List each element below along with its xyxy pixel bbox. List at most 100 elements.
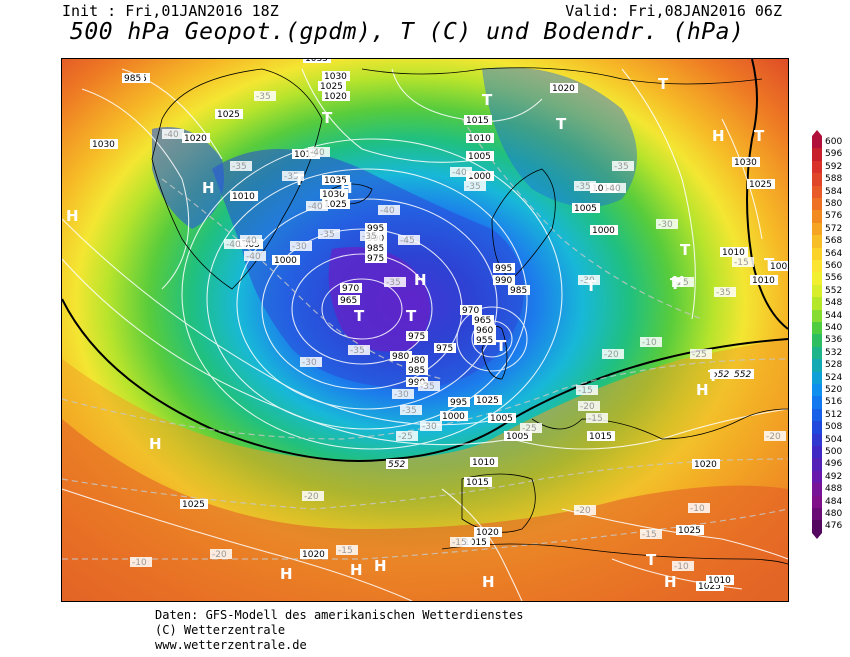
- isotherm-value-label: -10: [130, 557, 152, 568]
- legend-level-label: 580: [825, 199, 843, 209]
- legend-color-swatch: [812, 284, 822, 298]
- website: www.wetterzentrale.de: [155, 638, 307, 652]
- isobar-label-background: [365, 243, 387, 253]
- contour-label-background: [732, 369, 754, 379]
- isobar-label-text: 970: [462, 306, 479, 316]
- isobar-label-background: [322, 71, 350, 81]
- legend-level-label: 524: [825, 372, 843, 383]
- isobar-value-label: 1005: [768, 261, 788, 272]
- isobar-label-background: [768, 261, 788, 271]
- isobar-label-text: 1015: [294, 150, 317, 160]
- isotherm-label-text: -40: [380, 206, 395, 216]
- isobar-value-label: 1015: [292, 149, 320, 160]
- isotherm-label-text: -10: [642, 338, 657, 348]
- isobar-group: [62, 68, 788, 601]
- legend-color-swatch: [812, 371, 822, 384]
- isotherm-label-text: -15: [734, 258, 749, 268]
- isotherm-label-text: -35: [350, 346, 365, 356]
- isotherm-label-text: -40: [226, 240, 241, 250]
- isobar-label-background: [406, 331, 428, 341]
- isobar-value-label: 1005: [572, 203, 600, 214]
- isobar-label-text: 1025: [320, 82, 343, 92]
- isotherm-label-background: [732, 257, 754, 267]
- isobar-label-background: [676, 525, 704, 535]
- isobar-label-text: 1000: [468, 172, 491, 182]
- legend-color-swatch: [812, 334, 822, 347]
- map-title: 500 hPa Geopot.(gpdm), T (C) und Bodendr…: [70, 19, 745, 45]
- isobar-label-background: [747, 179, 775, 189]
- isobar-label-background: [590, 225, 618, 235]
- isotherm-label-text: -35: [232, 162, 247, 172]
- isotherm-value-label: -20: [578, 401, 600, 412]
- isotherm-label-text: -15: [588, 414, 603, 424]
- isotherm-label-background: [318, 229, 340, 239]
- isotherm-value-label: -35: [384, 277, 406, 288]
- contour-label-text: 552: [734, 370, 751, 380]
- legend-color-swatch: [812, 247, 822, 260]
- isobar-label-background: [322, 199, 350, 209]
- legend-color-swatch: [812, 222, 822, 236]
- greenland-coast: [151, 68, 323, 290]
- isotherm-value-label: -40: [224, 239, 246, 250]
- isobar-label-text: 1005: [490, 414, 513, 424]
- isobar-value-label: 1025: [322, 199, 350, 210]
- isobar-value-label: 1025: [474, 395, 502, 406]
- isotherm-value-label: -25: [520, 423, 542, 434]
- isobar-value-label: 1030: [322, 71, 350, 82]
- isotherm-label-text: -30: [394, 390, 409, 400]
- isobar-label-background: [464, 477, 492, 487]
- isotherm-label-text: -20: [212, 550, 227, 560]
- legend-color-swatch: [812, 384, 822, 397]
- isotherm-label-text: -30: [292, 242, 307, 252]
- isobar-label-text: 1005: [506, 432, 529, 442]
- isobar-label-background: [406, 377, 428, 387]
- isobar-value-label: 1025: [318, 81, 346, 92]
- isobar-value-label: 1000: [272, 255, 300, 266]
- isobar-value-label: 1030: [90, 139, 118, 150]
- isobar-value-label: 965: [472, 315, 494, 326]
- isotherm-label-background: [418, 381, 440, 391]
- isobar-label-background: [322, 175, 350, 185]
- isotherm-label-background: [690, 349, 712, 359]
- isobar-value-label: 985: [406, 365, 428, 376]
- isobar-label-background: [474, 527, 502, 537]
- isotherm-value-label: -20: [602, 349, 624, 360]
- legend-color-swatch: [812, 346, 822, 360]
- isotherm-label-background: [240, 235, 262, 245]
- high-pressure-marker: H: [664, 573, 677, 591]
- isobar-value-label: 985: [122, 73, 144, 84]
- isobar-label-background: [230, 191, 258, 201]
- isobar-label-background: [696, 581, 724, 591]
- isotherm-value-label: -45: [398, 235, 420, 246]
- legend-color-swatch: [812, 173, 822, 186]
- legend-color-swatch: [812, 470, 822, 484]
- legend-level-label: 584: [825, 186, 843, 197]
- isotherm-label-background: [640, 337, 662, 347]
- isotherm-label-text: -35: [320, 230, 335, 240]
- isotherm-value-label: -35: [464, 181, 486, 192]
- isotherm-value-label: -25: [396, 431, 418, 442]
- legend-color-swatch: [812, 458, 822, 471]
- isobar-label-background: [300, 549, 328, 559]
- color-legend: 600 596 592 588 584 580 576 572 568 564 560 556 552 5…: [812, 130, 850, 539]
- isotherm-label-background: [384, 277, 406, 287]
- isotherm-label-background: [578, 401, 600, 411]
- low-pressure-marker: T: [708, 367, 719, 385]
- isobar-label-text: 1020: [476, 528, 499, 538]
- isotherm-value-label: -20: [302, 491, 324, 502]
- legend-level-label: 568: [825, 236, 843, 247]
- eastern-trough: [482, 67, 637, 207]
- isobar-value-label: 1020: [474, 527, 502, 538]
- isotherm-label-background: [300, 357, 322, 367]
- isotherm-value-label: -10: [672, 561, 694, 572]
- legend-level-label: 512: [825, 409, 843, 420]
- legend-color-swatch: [812, 272, 822, 285]
- low-pressure-marker: T: [646, 551, 657, 569]
- isotherm-label-text: -30: [302, 358, 317, 368]
- isobar-label-background: [706, 575, 734, 585]
- europe-coast: [531, 408, 788, 440]
- isobar-label-text: 1020: [694, 460, 717, 470]
- isobar-label-background: [90, 139, 118, 149]
- isobar-label-text: 1025: [217, 110, 240, 120]
- isotherm-value-label: -40: [240, 235, 262, 246]
